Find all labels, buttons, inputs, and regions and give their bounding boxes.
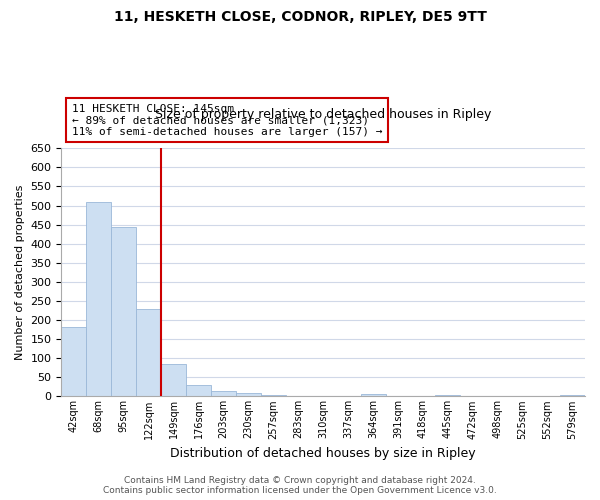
Bar bbox=[136, 310, 161, 396]
Bar bbox=[436, 395, 460, 396]
Bar bbox=[111, 228, 136, 396]
Bar bbox=[161, 364, 186, 396]
Bar bbox=[86, 202, 111, 396]
Text: 11 HESKETH CLOSE: 145sqm
← 89% of detached houses are smaller (1,323)
11% of sem: 11 HESKETH CLOSE: 145sqm ← 89% of detach… bbox=[72, 104, 382, 137]
Bar bbox=[186, 386, 211, 396]
Text: Contains HM Land Registry data © Crown copyright and database right 2024.
Contai: Contains HM Land Registry data © Crown c… bbox=[103, 476, 497, 495]
Bar bbox=[236, 394, 261, 396]
Y-axis label: Number of detached properties: Number of detached properties bbox=[15, 184, 25, 360]
Title: Size of property relative to detached houses in Ripley: Size of property relative to detached ho… bbox=[155, 108, 491, 120]
Bar bbox=[560, 395, 585, 396]
Bar bbox=[61, 326, 86, 396]
X-axis label: Distribution of detached houses by size in Ripley: Distribution of detached houses by size … bbox=[170, 447, 476, 460]
Bar bbox=[361, 394, 386, 396]
Text: 11, HESKETH CLOSE, CODNOR, RIPLEY, DE5 9TT: 11, HESKETH CLOSE, CODNOR, RIPLEY, DE5 9… bbox=[113, 10, 487, 24]
Bar bbox=[211, 390, 236, 396]
Bar bbox=[261, 395, 286, 396]
